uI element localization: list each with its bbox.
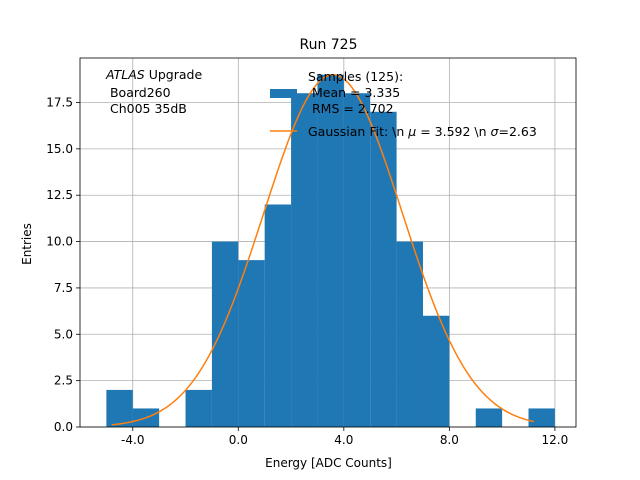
y-tick-label: 15.0 bbox=[46, 142, 73, 156]
y-tick-label: 7.5 bbox=[54, 281, 73, 295]
y-tick-label: 17.5 bbox=[46, 96, 73, 110]
legend-mu-value: = 3.592 \n bbox=[416, 124, 490, 139]
legend-mu-symbol: μ bbox=[407, 124, 416, 139]
x-tick-label: 8.0 bbox=[440, 433, 459, 447]
y-tick-label: 2.5 bbox=[54, 374, 73, 388]
atlas-annotation-line3: Ch005 35dB bbox=[106, 101, 187, 116]
histogram-bar bbox=[317, 74, 344, 427]
legend-fit-label: Gaussian Fit: \n μ = 3.592 \n σ=2.63 bbox=[308, 124, 537, 139]
histogram-bar bbox=[264, 204, 292, 427]
legend-sigma-value: =2.63 bbox=[498, 124, 536, 139]
histogram-bar bbox=[343, 93, 371, 428]
x-tick-label: -4.0 bbox=[121, 433, 144, 447]
histogram-bar bbox=[528, 408, 555, 427]
legend-hist-swatch bbox=[270, 89, 297, 98]
y-axis-label: Entries bbox=[20, 223, 34, 265]
histogram-bar bbox=[475, 408, 503, 427]
legend-hist-line1: Samples (125): bbox=[308, 69, 403, 84]
histogram-bars bbox=[106, 74, 555, 428]
histogram-bar bbox=[211, 241, 239, 427]
atlas-italic: ATLAS bbox=[105, 67, 145, 82]
x-axis-ticks: -4.0 0.0 4.0 8.0 12.0 bbox=[121, 427, 568, 447]
y-tick-label: 10.0 bbox=[46, 235, 73, 249]
x-tick-label: 4.0 bbox=[334, 433, 353, 447]
y-tick-label: 12.5 bbox=[46, 188, 73, 202]
atlas-annotation-line1: ATLAS Upgrade bbox=[105, 67, 202, 82]
x-axis-label: Energy [ADC Counts] bbox=[265, 456, 392, 470]
legend-hist-line2: Mean = 3.335 bbox=[308, 85, 400, 100]
legend-hist-line3: RMS = 2.702 bbox=[308, 101, 394, 116]
legend-fit-prefix: Gaussian Fit: \n bbox=[308, 124, 408, 139]
histogram-bar bbox=[291, 93, 318, 428]
y-axis-ticks: 0.0 2.5 5.0 7.5 10.0 12.5 15.0 17.5 bbox=[46, 96, 80, 434]
y-tick-label: 5.0 bbox=[54, 327, 73, 341]
histogram-bar bbox=[370, 111, 397, 428]
legend-sigma-symbol: σ bbox=[491, 124, 500, 139]
histogram-bar bbox=[106, 389, 133, 427]
y-tick-label: 0.0 bbox=[54, 420, 73, 434]
plot-frame bbox=[79, 57, 577, 428]
atlas-annotation-line2: Board260 bbox=[106, 85, 171, 100]
atlas-upgrade: Upgrade bbox=[145, 67, 203, 82]
histogram-bar bbox=[422, 315, 450, 427]
histogram-bar bbox=[185, 389, 212, 427]
gaussian-fit-curve bbox=[111, 73, 534, 426]
histogram-bar bbox=[396, 241, 423, 427]
x-tick-label: 12.0 bbox=[542, 433, 569, 447]
chart-title: Run 725 bbox=[299, 37, 357, 53]
histogram-bar bbox=[238, 260, 265, 427]
x-tick-label: 0.0 bbox=[229, 433, 248, 447]
